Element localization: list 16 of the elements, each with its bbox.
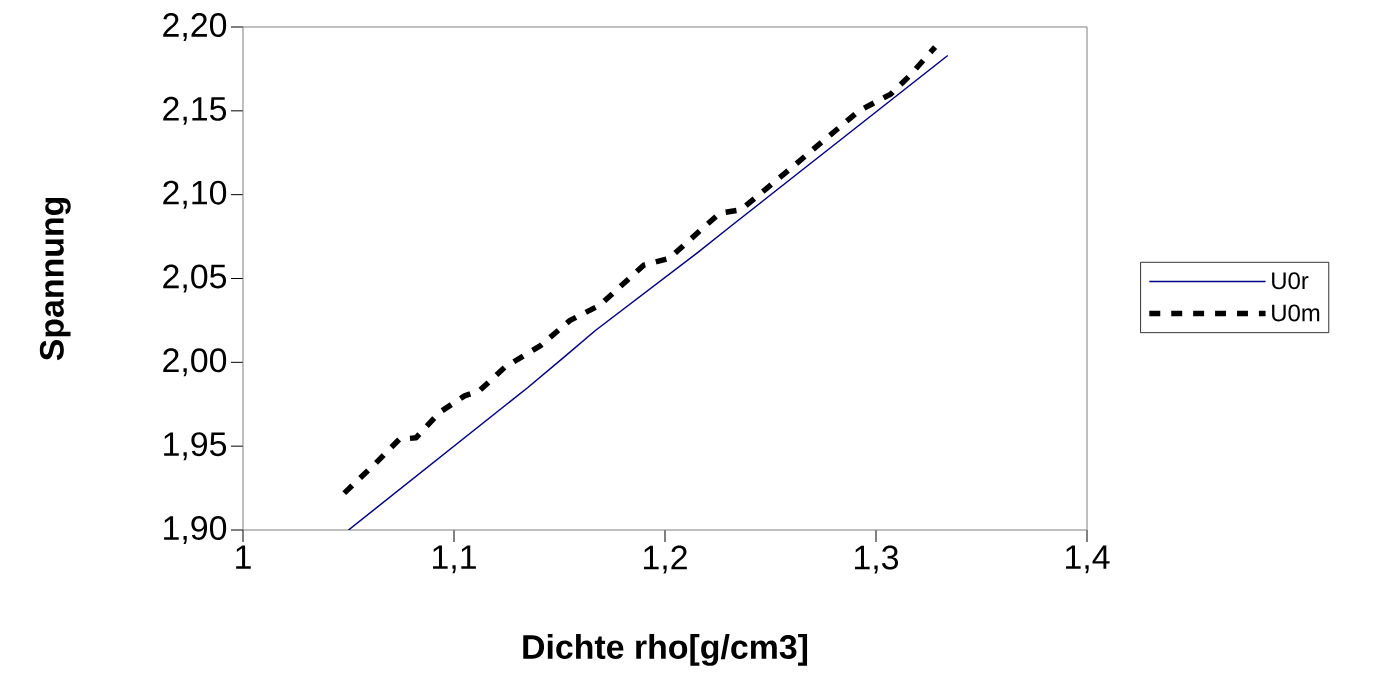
y-tick-label: 2,10 [163,180,227,209]
x-tick-label: 1,2 [644,545,687,574]
y-tick-label: 1,95 [164,432,227,461]
x-tick-label: 1,3 [855,545,899,574]
x-tick-label: 1,4 [1066,545,1110,574]
y-tick-label: 2,00 [163,348,227,377]
legend-label: U0r [1272,272,1309,290]
legend-label: U0m [1272,304,1320,322]
x-axis-title: Dichte rho[g/cm3] [523,634,808,666]
y-tick-label: 1,90 [164,516,227,544]
y-tick-label: 2,15 [163,96,227,125]
x-tick-label: 1 [236,545,251,569]
y-axis-title: Spannung [39,197,71,361]
y-tick-label: 2,20 [163,13,227,41]
y-tick-label: 2,05 [163,264,227,293]
x-tick-label: 1,1 [433,545,476,574]
